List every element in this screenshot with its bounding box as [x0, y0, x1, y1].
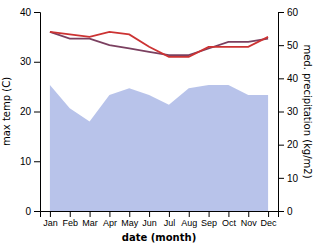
tick-mark	[70, 211, 71, 217]
tick-label: Jun	[142, 218, 157, 228]
tick: May	[121, 211, 139, 228]
tick-mark	[228, 211, 229, 217]
tick-mark	[109, 211, 110, 217]
tick-label: May	[121, 218, 139, 228]
tick: Jan	[43, 211, 58, 228]
tick: Aug	[181, 211, 197, 228]
tick-mark	[278, 78, 284, 79]
tick: Jul	[164, 211, 176, 228]
tick: 50	[278, 40, 299, 51]
tick-label: 30	[287, 106, 299, 117]
x-axis-title: date (month)	[122, 232, 196, 243]
tick-label: Apr	[103, 218, 117, 228]
tick-mark	[278, 211, 284, 212]
tick-label: 50	[287, 40, 299, 51]
tick: 10	[20, 156, 40, 167]
y2-axis: 0 10 20 30 40 50 60	[278, 7, 299, 217]
tick-mark	[34, 112, 40, 113]
y-axis-title: max temp (C)	[1, 77, 12, 146]
tick: Mar	[82, 211, 98, 228]
y2-axis-title: med. precipitation (kg/m2)	[302, 44, 313, 178]
tick-label: Aug	[181, 218, 197, 228]
tick-mark	[278, 12, 284, 13]
tick-label: 0	[25, 206, 31, 217]
tick-label: Sep	[201, 218, 217, 228]
tick-label: Feb	[62, 218, 78, 228]
tick-mark	[50, 211, 51, 217]
tick: 10	[278, 173, 299, 184]
axis-line	[41, 212, 279, 218]
tick-mark	[169, 211, 170, 217]
tick: 0	[25, 206, 40, 217]
tick-label: Jan	[43, 218, 58, 228]
tick-label: Nov	[241, 218, 258, 228]
tick-mark	[90, 211, 91, 217]
tick-mark	[278, 45, 284, 46]
tick: Apr	[103, 211, 117, 228]
tick: 30	[278, 106, 299, 117]
y-axis: 0 10 20 30 40	[20, 7, 41, 217]
tick: 0	[278, 206, 293, 217]
tick-label: 20	[20, 106, 32, 117]
tick-label: Jul	[164, 218, 176, 228]
tick: 20	[20, 106, 40, 117]
tick-label: Dec	[261, 218, 278, 228]
line	[50, 32, 268, 57]
tick-label: Mar	[82, 218, 98, 228]
x-axis: Jan Feb Mar Apr MayJun Jul Aug Sep Oct NovDec	[41, 211, 279, 228]
tick: Jun	[142, 211, 157, 228]
tick: 40	[278, 73, 299, 84]
tick-mark	[149, 211, 150, 217]
tick-label: 40	[20, 7, 32, 18]
tick: Nov	[241, 211, 258, 228]
tick-mark	[278, 178, 284, 179]
area	[50, 85, 268, 211]
tick-label: 30	[20, 56, 32, 67]
axis-line	[279, 13, 285, 212]
tick: 40	[20, 7, 40, 18]
tick-label: 20	[287, 139, 299, 150]
tick-mark	[34, 62, 40, 63]
tick-mark	[189, 211, 190, 217]
tick: Dec	[261, 211, 278, 228]
chart: Jan Feb Mar Apr MayJun Jul Aug Sep Oct NovDec 0 10 2…	[0, 0, 318, 247]
tick-mark	[248, 211, 249, 217]
tick-label: Oct	[222, 218, 237, 228]
tick-label: 60	[287, 7, 299, 18]
tick-label: 40	[287, 73, 299, 84]
tick: Feb	[62, 211, 78, 228]
tick-mark	[278, 112, 284, 113]
tick: Oct	[222, 211, 237, 228]
tick-mark	[34, 211, 40, 212]
tick: 20	[278, 139, 299, 150]
marks	[50, 32, 268, 211]
tick: 30	[20, 56, 40, 67]
tick-mark	[278, 145, 284, 146]
tick: 60	[278, 7, 299, 18]
tick-label: 10	[20, 156, 32, 167]
tick-mark	[34, 12, 40, 13]
plot: Jan Feb Mar Apr MayJun Jul Aug Sep Oct NovDec 0 10 2…	[20, 7, 299, 229]
tick-mark	[268, 211, 269, 217]
tick-label: 10	[287, 173, 299, 184]
tick-label: 0	[287, 206, 293, 217]
tick: Sep	[201, 211, 217, 228]
tick-mark	[34, 161, 40, 162]
tick-mark	[209, 211, 210, 217]
axis-line	[34, 13, 41, 212]
tick-mark	[129, 211, 130, 217]
